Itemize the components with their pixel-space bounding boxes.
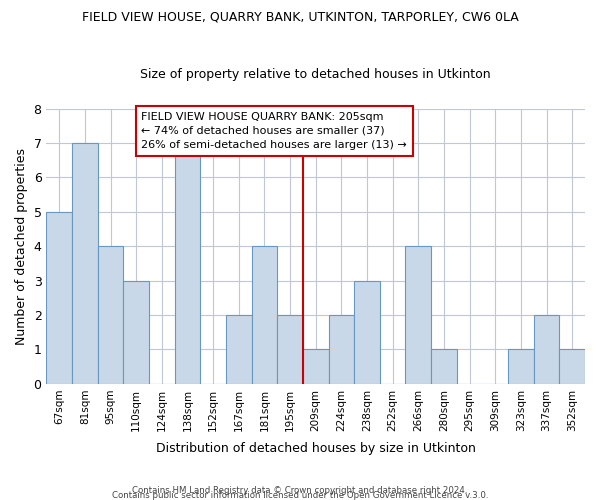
Bar [175, 143, 200, 384]
Text: FIELD VIEW HOUSE QUARRY BANK: 205sqm
← 74% of detached houses are smaller (37)
2: FIELD VIEW HOUSE QUARRY BANK: 205sqm ← 7… [142, 112, 407, 150]
Bar [124, 280, 149, 384]
Bar [354, 280, 380, 384]
Bar [226, 315, 251, 384]
Bar [46, 212, 72, 384]
Title: Size of property relative to detached houses in Utkinton: Size of property relative to detached ho… [140, 68, 491, 81]
Bar [431, 350, 457, 384]
X-axis label: Distribution of detached houses by size in Utkinton: Distribution of detached houses by size … [156, 442, 476, 455]
Bar [98, 246, 124, 384]
Text: Contains HM Land Registry data © Crown copyright and database right 2024.: Contains HM Land Registry data © Crown c… [132, 486, 468, 495]
Bar [72, 143, 98, 384]
Bar [534, 315, 559, 384]
Text: FIELD VIEW HOUSE, QUARRY BANK, UTKINTON, TARPORLEY, CW6 0LA: FIELD VIEW HOUSE, QUARRY BANK, UTKINTON,… [82, 10, 518, 23]
Bar [277, 315, 303, 384]
Bar [329, 315, 354, 384]
Bar [303, 350, 329, 384]
Bar [559, 350, 585, 384]
Bar [251, 246, 277, 384]
Text: Contains public sector information licensed under the Open Government Licence v.: Contains public sector information licen… [112, 491, 488, 500]
Bar [406, 246, 431, 384]
Bar [508, 350, 534, 384]
Y-axis label: Number of detached properties: Number of detached properties [15, 148, 28, 344]
